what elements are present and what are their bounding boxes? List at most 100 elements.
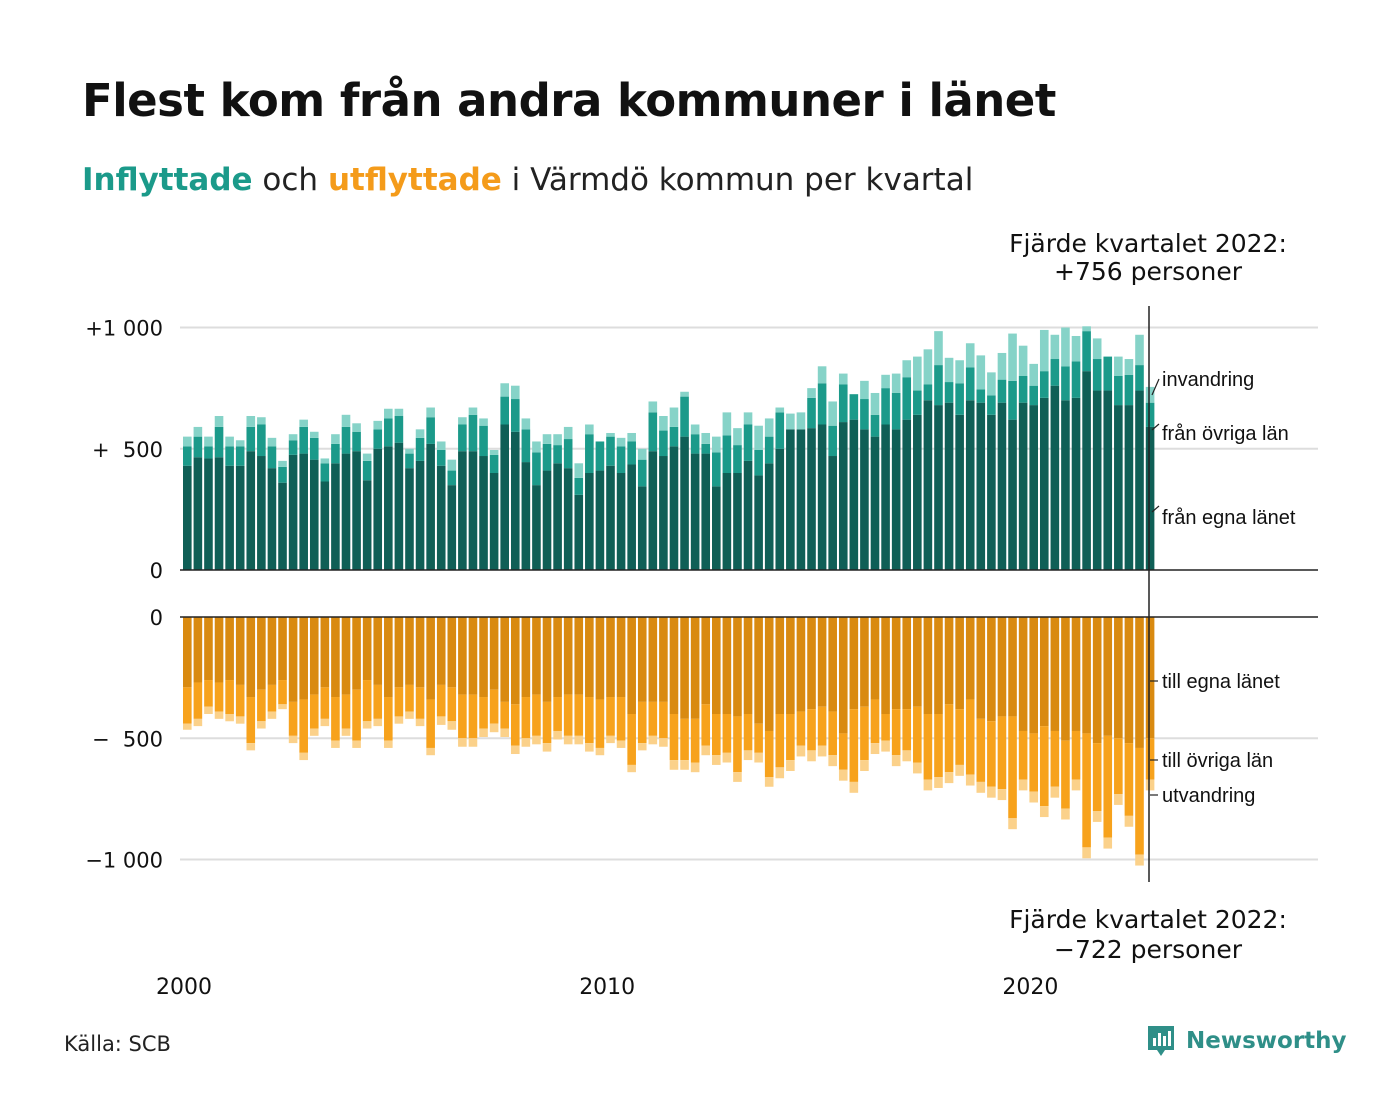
bar-segment — [563, 439, 573, 469]
bar-segment — [278, 704, 287, 710]
bar-segment — [521, 738, 531, 747]
bar-segment — [214, 457, 224, 570]
series-label: invandring — [1162, 369, 1254, 391]
bar-segment — [574, 735, 584, 745]
bar-segment — [976, 389, 986, 403]
bar-segment — [1029, 791, 1038, 803]
bar-segment — [1008, 716, 1017, 819]
bar-segment — [680, 760, 689, 770]
bar-segment — [585, 617, 594, 698]
bar-segment — [1050, 617, 1060, 731]
bar-segment — [394, 716, 404, 724]
bar-segment — [193, 682, 203, 719]
bar-segment — [648, 617, 658, 702]
bar-segment — [934, 617, 943, 714]
annotation-bottom-line2: −722 personer — [1054, 935, 1243, 964]
bar-segment — [902, 617, 912, 710]
bar-segment — [204, 458, 213, 570]
bar-segment — [690, 453, 700, 570]
bar-segment — [373, 684, 383, 719]
bar-segment — [532, 694, 541, 736]
bar-segment — [817, 617, 827, 707]
bar-segment — [394, 416, 404, 443]
bar-segment — [987, 617, 996, 722]
bar-segment — [352, 617, 361, 690]
bar-segment — [817, 366, 827, 384]
bar-segment — [235, 716, 245, 724]
bar-segment — [690, 434, 700, 454]
bar-segment — [976, 355, 986, 390]
bar-segment — [680, 396, 689, 437]
bar-segment — [341, 617, 351, 695]
bar-segment — [436, 449, 446, 466]
bar-segment — [1135, 365, 1144, 391]
bar-segment — [923, 714, 933, 780]
bar-segment — [352, 423, 361, 432]
bar-segment — [1135, 617, 1144, 748]
bar-segment — [542, 443, 552, 471]
bar-segment — [659, 701, 668, 739]
bar-segment — [754, 752, 763, 763]
bar-segment — [860, 429, 869, 570]
bar-segment — [585, 473, 594, 570]
bar-segment — [934, 365, 943, 406]
bar-segment — [807, 397, 816, 429]
bars-inflyttade — [183, 326, 1155, 571]
bar-segment — [913, 414, 922, 570]
bar-segment — [204, 680, 213, 707]
bar-segment — [881, 617, 890, 714]
bar-segment — [1050, 385, 1060, 570]
bar-segment — [183, 465, 192, 570]
bar-segment — [405, 453, 414, 469]
bar-segment — [1071, 397, 1081, 570]
bar-segment — [426, 699, 435, 748]
bar-segment — [828, 755, 837, 767]
bar-segment — [405, 684, 414, 712]
bar-segment — [309, 694, 319, 729]
bar-segment — [458, 424, 467, 452]
bar-segment — [362, 453, 372, 461]
bar-segment — [1018, 779, 1028, 791]
bar-segment — [309, 728, 319, 736]
bar-segment — [1018, 376, 1028, 403]
bar-segment — [722, 752, 732, 763]
bar-segment — [500, 396, 509, 425]
bar-segment — [881, 374, 890, 389]
bar-segment — [817, 424, 827, 570]
bar-segment — [553, 434, 562, 446]
bar-segment — [235, 617, 245, 685]
bar-segment — [532, 735, 541, 745]
brand-logo[interactable]: Newsworthy — [1146, 1024, 1347, 1058]
bar-segment — [923, 617, 933, 714]
bar-segment — [341, 426, 351, 454]
bar-segment — [542, 743, 552, 752]
bar-segment — [870, 392, 880, 415]
bar-segment — [881, 740, 890, 752]
bar-segment — [1071, 617, 1081, 731]
bar-segment — [362, 460, 372, 481]
bar-segment — [278, 482, 287, 570]
bar-segment — [1145, 738, 1155, 780]
bar-segment — [659, 617, 668, 702]
series-label: från övriga län — [1162, 423, 1289, 445]
bar-segment — [891, 373, 901, 393]
bar-segment — [1018, 617, 1028, 731]
bar-segment — [796, 617, 806, 712]
bar-segment — [659, 430, 668, 457]
bar-segment — [1008, 333, 1017, 381]
bar-segment — [997, 716, 1007, 790]
bar-segment — [1124, 359, 1134, 375]
bar-segment — [542, 434, 552, 444]
bar-segment — [500, 383, 509, 397]
bar-segment — [1103, 356, 1113, 391]
bar-segment — [574, 694, 584, 736]
bar-segment — [214, 426, 224, 458]
bar-segment — [934, 777, 943, 788]
y-tick-label: 0 — [150, 559, 163, 583]
bar-segment — [1114, 617, 1123, 739]
bar-segment — [426, 747, 435, 756]
bar-segment — [532, 441, 541, 453]
bar-segment — [489, 449, 499, 455]
bar-segment — [1071, 730, 1081, 780]
bar-segment — [373, 429, 383, 449]
